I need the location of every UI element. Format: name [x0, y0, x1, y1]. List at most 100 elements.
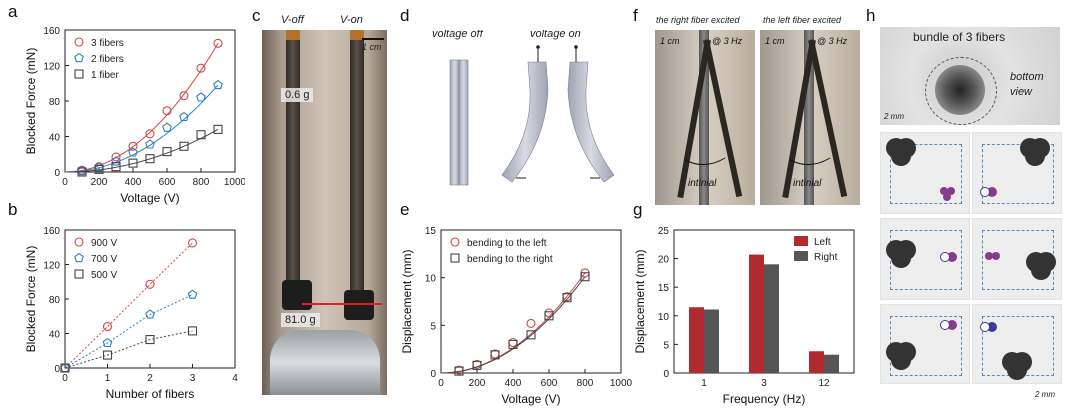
x-axis-label: Voltage (V) — [501, 392, 560, 406]
legend-marker — [74, 52, 84, 63]
fiber-off — [286, 30, 300, 300]
arrows-f — [684, 157, 831, 165]
panel-label-a: a — [8, 2, 18, 21]
x-axis-label: Number of fibers — [106, 387, 195, 401]
x-axis-label: Frequency (Hz) — [723, 392, 806, 406]
data-point — [128, 147, 138, 157]
h-view: bottom view — [1010, 71, 1044, 98]
legend-marker — [74, 269, 84, 279]
top-cap-right — [350, 30, 364, 40]
y-axis-label: Blocked Force (mN) — [24, 246, 38, 353]
data-point — [196, 130, 206, 140]
scale-f1: 1 cm — [660, 36, 680, 46]
legend-label: 2 fibers — [91, 54, 124, 65]
h-frames-grid — [880, 132, 1062, 384]
y-tick-label: 0 — [54, 364, 60, 375]
y-tick-label: 10 — [658, 312, 670, 323]
x-axis-label: Voltage (V) — [120, 191, 179, 205]
y-tick-label: 20 — [658, 255, 670, 266]
x-tick-label: 3 — [190, 373, 196, 384]
legend-label: Left — [814, 237, 831, 248]
data-point — [111, 162, 121, 172]
data-point — [128, 158, 138, 168]
data-point — [187, 326, 198, 336]
data-point — [111, 152, 121, 162]
y-tick-label: 160 — [43, 226, 60, 237]
mass-bottom: 81.0 g — [281, 313, 320, 327]
data-point — [102, 322, 113, 332]
y-tick-label: 5 — [663, 340, 669, 351]
panel-label-c: c — [252, 6, 261, 25]
plot-frame — [64, 29, 236, 173]
photo-f-left-fiber-excited — [760, 30, 860, 205]
legend-label: 900 V — [91, 238, 117, 249]
clamp-left — [282, 280, 312, 310]
x-tick-label: 1000 — [610, 378, 633, 389]
y-tick-label: 40 — [49, 330, 61, 341]
diagram-d-bending-schematic: voltage off voltage on — [432, 30, 615, 186]
trend-line-1 — [64, 294, 193, 369]
data-point — [580, 272, 590, 282]
panel-label-b: b — [8, 200, 18, 219]
fit-curve-1 — [441, 276, 586, 374]
x-tick-label: 0 — [62, 177, 68, 188]
data-point — [454, 366, 464, 376]
data-point — [111, 156, 121, 166]
fit-curve-2 — [65, 128, 219, 173]
data-point — [213, 38, 223, 48]
fiber-pair-bent-left — [501, 45, 549, 183]
data-point — [179, 111, 189, 122]
x-tick-label: 600 — [159, 177, 176, 188]
data-point — [145, 279, 155, 289]
panel-label-d: d — [400, 6, 410, 25]
mass-top: 0.6 g — [281, 88, 314, 102]
data-point — [162, 147, 172, 157]
data-point — [196, 92, 206, 102]
photo-c-actuator-load — [262, 30, 387, 395]
title-right-fiber: the right fiber excited — [656, 15, 740, 25]
legend-swatch — [794, 251, 808, 261]
bar-right-3 — [764, 264, 779, 373]
top-cap-left — [286, 30, 300, 40]
data-point — [162, 122, 172, 132]
x-tick-label: 200 — [91, 177, 108, 188]
data-point — [145, 334, 155, 345]
bar-right-1 — [704, 309, 719, 373]
y-tick-label: 0 — [663, 369, 669, 380]
y-tick-label: 120 — [43, 62, 60, 73]
panel-label-h: h — [866, 6, 876, 25]
bar-left-3 — [749, 254, 764, 373]
label-v-on: V-on — [340, 14, 363, 26]
x-tick-label: 2 — [147, 373, 153, 384]
fit-curve-0 — [65, 43, 219, 173]
initial-f2: intinial — [793, 178, 822, 189]
y-tick-label: 25 — [658, 226, 670, 237]
y-tick-label: 0 — [54, 168, 60, 179]
y-axis-label: Displacement (mm) — [633, 249, 647, 353]
legend-swatch — [794, 236, 808, 246]
fit-curve-0 — [441, 272, 586, 374]
panel-label-g: g — [633, 200, 643, 219]
y-tick-label: 80 — [49, 295, 61, 306]
x-tick-label: 3 — [761, 378, 767, 389]
legend-marker — [74, 69, 84, 79]
data-point — [128, 141, 138, 151]
data-point — [526, 318, 536, 328]
data-point — [145, 129, 155, 139]
data-point — [526, 330, 536, 340]
data-point — [145, 154, 155, 164]
data-point — [508, 339, 518, 349]
data-point — [490, 350, 500, 360]
plot-frame — [64, 229, 236, 369]
data-point — [562, 293, 572, 303]
y-tick-label: 40 — [49, 133, 61, 144]
legend-label: bending to the right — [467, 254, 553, 265]
freq-f2: @ 3 Hz — [817, 36, 848, 46]
clamp-right — [344, 290, 374, 320]
scale-f2: 1 cm — [765, 36, 785, 46]
legend-marker — [450, 237, 460, 247]
y-tick-label: 10 — [425, 274, 437, 285]
initial-f1: intinial — [688, 178, 717, 189]
y-tick-label: 15 — [425, 226, 437, 237]
